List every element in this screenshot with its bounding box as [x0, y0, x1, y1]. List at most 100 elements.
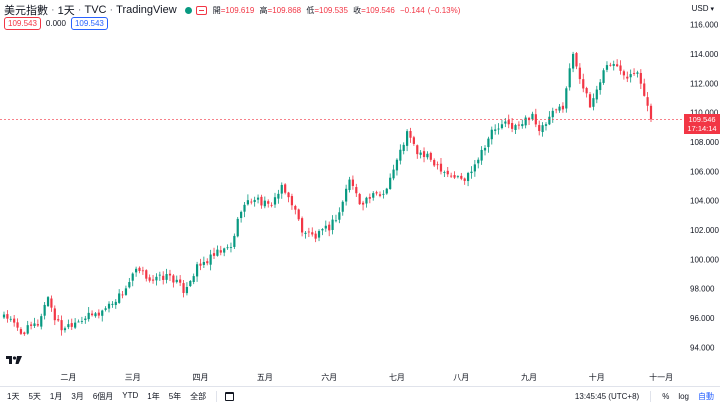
exchange-label: TVC: [84, 4, 107, 16]
candle-body: [619, 65, 622, 71]
candle-body: [578, 67, 581, 80]
candle-body: [355, 187, 358, 194]
candle-body: [538, 125, 541, 131]
candle-body: [565, 88, 568, 109]
range-button[interactable]: 1月: [49, 391, 63, 401]
range-button[interactable]: 5天: [28, 391, 41, 401]
candle-body: [209, 254, 212, 265]
candle-body: [202, 261, 205, 265]
candle-body: [473, 164, 476, 172]
candle-body: [500, 124, 504, 129]
interval-label[interactable]: 1天: [57, 5, 75, 17]
candle-body: [345, 188, 348, 202]
x-tick-label: 八月: [453, 373, 469, 382]
candle-body: [450, 175, 453, 177]
high-value: =109.868: [267, 5, 302, 15]
candle-body: [87, 312, 90, 320]
candle-body: [558, 106, 561, 111]
candle-body: [128, 282, 131, 288]
y-tick-label: 102.000: [690, 226, 719, 235]
price-axis[interactable]: 94.000 96.000 98.000 100.000 102.000 104.000 1…: [690, 21, 719, 353]
candle-body: [636, 72, 639, 74]
range-button[interactable]: 6個月: [92, 391, 114, 401]
candle-body: [477, 159, 480, 164]
candle-body: [436, 164, 439, 166]
candle-body: [639, 72, 642, 84]
candle-body: [328, 224, 331, 231]
candle-body: [97, 312, 100, 316]
candle-body: [172, 275, 175, 283]
candle-body: [524, 117, 527, 126]
candle-body: [90, 313, 94, 316]
candle-body: [399, 149, 402, 161]
candle-body: [107, 303, 111, 309]
candle-body: [460, 175, 463, 179]
candle-body: [131, 273, 134, 281]
candle-body: [80, 321, 84, 322]
candle-body: [277, 193, 280, 199]
candle-body: [439, 163, 443, 172]
candle-body: [490, 129, 493, 140]
ask-badge[interactable]: 109.543: [70, 17, 108, 30]
candle-body: [118, 293, 121, 303]
low-value: =109.535: [314, 5, 348, 15]
candle-body: [26, 325, 29, 334]
candle-body: [511, 123, 514, 129]
symbol-title[interactable]: 美元指數: [4, 5, 48, 17]
y-tick-label: 96.000: [690, 314, 715, 323]
clock-time[interactable]: 13:45:45 (UTC+8): [574, 391, 640, 401]
y-tick-label: 110.000: [690, 109, 719, 118]
candle-body: [348, 179, 351, 191]
minus-box-icon[interactable]: [195, 5, 207, 15]
candle-body: [555, 109, 558, 111]
range-button[interactable]: 5年: [168, 391, 182, 401]
candle-body: [385, 188, 388, 194]
candle-body: [236, 218, 239, 237]
candle-body: [29, 324, 33, 326]
candle-body: [409, 130, 412, 138]
close-value: =109.546: [361, 5, 395, 15]
candle-body: [135, 268, 138, 273]
candle-body: [514, 125, 517, 130]
currency-selector[interactable]: USD: [692, 4, 714, 13]
y-tick-label: 108.000: [690, 138, 719, 147]
range-button[interactable]: 3月: [71, 391, 84, 401]
candle-body: [494, 129, 497, 131]
calendar-icon[interactable]: [225, 391, 235, 401]
date-range-buttons: 1天 5天 1月 3月 6個月 YTD 1年 5年 全部: [7, 391, 206, 402]
range-button[interactable]: YTD: [122, 390, 139, 400]
candle-body: [50, 298, 53, 308]
candle-body: [162, 275, 165, 280]
time-axis[interactable]: 二月 三月 四月 五月 六月 七月 八月 九月 十月 十一月: [60, 372, 673, 382]
range-button[interactable]: 全部: [190, 391, 207, 401]
range-button[interactable]: 1年: [147, 391, 160, 401]
market-status-icon[interactable]: [184, 6, 192, 14]
candle-body: [195, 264, 199, 277]
candle-body: [378, 194, 382, 196]
x-tick-label: 四月: [192, 373, 208, 382]
x-tick-label: 六月: [321, 372, 337, 382]
candle-body: [605, 65, 609, 70]
percent-toggle[interactable]: %: [662, 391, 670, 401]
candle-body: [84, 318, 87, 321]
candle-body: [94, 313, 97, 317]
candle-body: [416, 145, 419, 155]
header-separator: ·: [109, 4, 114, 16]
candle-body: [182, 283, 185, 293]
candle-body: [314, 233, 317, 239]
candle-body: [60, 320, 63, 331]
candle-body: [243, 204, 246, 212]
range-button[interactable]: 1天: [7, 391, 20, 401]
auto-scale-toggle[interactable]: 自動: [698, 391, 714, 401]
y-tick-label: 94.000: [690, 343, 715, 352]
y-tick-label: 104.000: [690, 197, 719, 206]
tradingview-logo-icon[interactable]: [6, 355, 22, 365]
candle-body: [114, 301, 117, 306]
log-toggle[interactable]: log: [678, 391, 689, 401]
candle-body: [453, 175, 456, 178]
bid-badge[interactable]: 109.543: [4, 17, 41, 30]
candle-body: [138, 267, 141, 271]
candle-body: [63, 328, 67, 331]
candle-body: [392, 169, 395, 179]
